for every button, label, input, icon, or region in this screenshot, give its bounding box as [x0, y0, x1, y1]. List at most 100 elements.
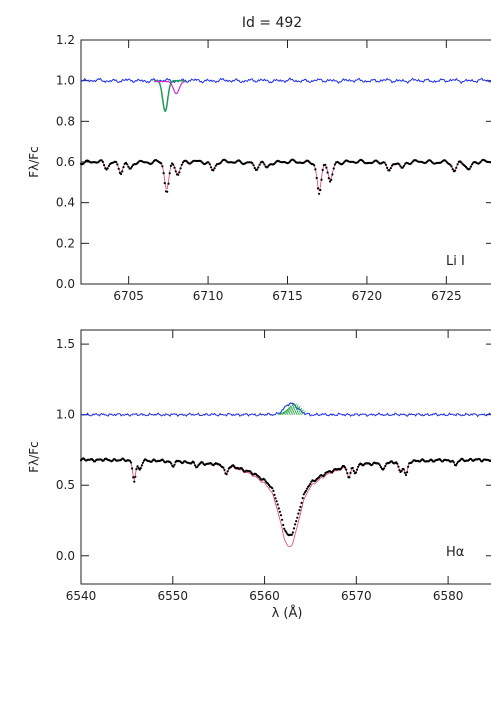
observed-point	[134, 475, 137, 478]
li-panel: 6705 6710 6715 6720 6725 0.0 0.2 0.4 0.6 0.8 1.0 1.…	[27, 33, 491, 303]
observed-point	[103, 164, 106, 167]
halpha-hatch	[279, 411, 285, 416]
halpha-panel-ylabel: Fλ/Fc	[27, 441, 41, 473]
observed-point	[279, 514, 283, 517]
observed-point	[400, 469, 403, 473]
observed-point	[128, 459, 131, 462]
observed-point	[135, 468, 138, 471]
observed-point	[324, 163, 327, 166]
observed-point	[452, 461, 455, 464]
y-tick-label: 1.0	[56, 74, 75, 88]
observed-point	[384, 464, 387, 468]
observed-point	[404, 473, 408, 477]
observed-point	[278, 510, 281, 513]
observed-point	[223, 468, 226, 472]
y-tick-label: 1.2	[56, 33, 75, 47]
observed-point	[107, 164, 110, 167]
observed-point	[267, 483, 271, 487]
observed-point	[124, 161, 127, 164]
observed-point	[281, 518, 284, 521]
observed-point	[306, 487, 309, 490]
observed-point	[357, 465, 360, 468]
observed-point	[299, 505, 302, 508]
observed-point	[384, 163, 387, 166]
observed-point	[298, 509, 301, 512]
observed-point	[319, 188, 322, 192]
y-tick-label: 0.8	[56, 114, 75, 128]
halpha-hatch	[281, 410, 287, 415]
observed-point	[313, 164, 316, 167]
observed-point	[208, 163, 211, 166]
observed-point	[356, 468, 359, 471]
observed-point	[167, 182, 170, 185]
li-panel-ticks: 6705 6710 6715 6720 6725 0.0 0.2 0.4 0.6 0.8 1.0 1.…	[56, 33, 491, 303]
observed-point	[449, 163, 452, 166]
observed-point	[151, 161, 154, 164]
observed-point	[271, 487, 274, 490]
halpha-hatch	[288, 403, 294, 415]
observed-point	[140, 464, 143, 467]
observed-point	[345, 468, 348, 471]
x-tick-label: 6550	[158, 589, 189, 603]
observed-point	[139, 467, 142, 470]
x-tick-label: 6560	[249, 589, 280, 603]
observed-point	[273, 493, 276, 496]
observed-point	[100, 159, 103, 162]
observed-point	[121, 170, 124, 173]
observed-point	[349, 471, 352, 474]
observed-point	[389, 167, 392, 170]
observed-point	[402, 468, 405, 471]
observed-point	[274, 497, 277, 500]
observed-point	[294, 523, 297, 526]
observed-point	[251, 162, 254, 165]
halpha-panel-xlabel: λ (Å)	[272, 605, 303, 621]
observed-point	[333, 163, 336, 166]
observed-point	[352, 469, 355, 473]
observed-point	[292, 527, 296, 530]
y-tick-label: 1.0	[56, 408, 75, 422]
observed-point	[207, 161, 210, 164]
observed-point	[351, 466, 354, 470]
observed-point	[388, 169, 391, 172]
observed-point	[141, 461, 144, 464]
observed-point	[257, 166, 260, 169]
li-panel-ylabel: Fλ/Fc	[27, 146, 41, 178]
observed-point	[272, 489, 275, 492]
observed-point	[212, 169, 215, 172]
observed-point	[398, 469, 401, 472]
observed-point	[479, 160, 482, 163]
observed-point	[285, 531, 288, 534]
observed-point	[330, 178, 333, 181]
halpha-hatch	[293, 404, 299, 415]
observed-point	[331, 173, 334, 176]
halpha-hatch	[299, 409, 304, 415]
observed-point	[410, 162, 413, 165]
observed-point	[131, 467, 134, 470]
observed-point	[383, 161, 386, 164]
li-residual-line	[80, 77, 491, 85]
observed-point	[133, 480, 136, 483]
observed-point	[354, 471, 358, 474]
observed-point	[455, 462, 459, 465]
observed-point	[179, 167, 182, 170]
halpha-panel-ticks: 6540 6550 6560 6570 6580 0.0 0.5 1.0 1.5	[56, 330, 491, 603]
observed-point	[263, 478, 266, 481]
observed-point	[323, 473, 326, 476]
observed-point	[386, 166, 389, 169]
y-tick-label: 0.4	[56, 196, 75, 210]
observed-point	[169, 164, 172, 167]
observed-point	[399, 165, 402, 168]
y-tick-label: 0.0	[56, 549, 75, 563]
li-observed-spectrum	[79, 158, 491, 195]
observed-point	[174, 170, 177, 173]
observed-point	[263, 163, 266, 166]
observed-point	[120, 172, 123, 176]
observed-point	[196, 465, 199, 468]
halpha-observed-spectrum	[79, 457, 491, 537]
observed-point	[168, 172, 171, 175]
observed-point	[450, 165, 453, 168]
observed-point	[166, 190, 169, 193]
observed-point	[106, 167, 109, 170]
observed-point	[262, 161, 265, 164]
